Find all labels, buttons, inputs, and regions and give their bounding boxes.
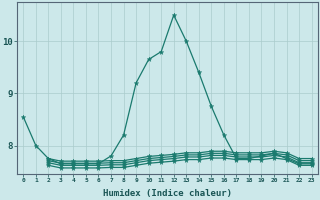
X-axis label: Humidex (Indice chaleur): Humidex (Indice chaleur) [103,189,232,198]
